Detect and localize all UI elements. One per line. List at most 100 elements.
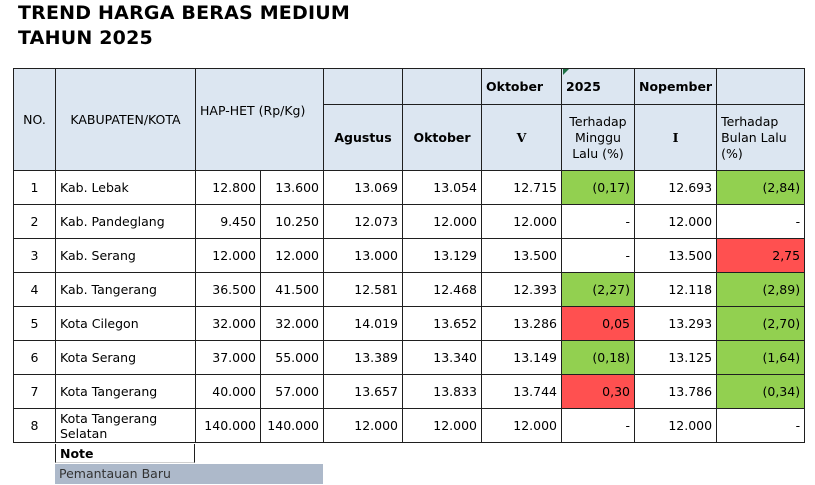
row-name: Kota Cilegon bbox=[55, 306, 196, 341]
row-bulan-change: (0,34) bbox=[716, 374, 806, 409]
row-hap-max: 55.000 bbox=[260, 340, 324, 375]
row-minggu-change: - bbox=[561, 408, 635, 443]
row-no: 5 bbox=[13, 306, 56, 341]
row-hap-max: 10.250 bbox=[260, 204, 324, 239]
header-oktober-week: V bbox=[481, 104, 562, 171]
row-hap-min: 140.000 bbox=[195, 408, 261, 443]
row-hap-min: 36.500 bbox=[195, 272, 261, 307]
row-hap-min: 12.000 bbox=[195, 238, 261, 273]
row-hap-max: 41.500 bbox=[260, 272, 324, 307]
row-nopember-i: 13.125 bbox=[633, 340, 718, 375]
table-row: 4 Kab. Tangerang 36.500 41.500 12.581 12… bbox=[13, 272, 806, 307]
header-no: NO. bbox=[13, 68, 56, 171]
row-hap-min: 12.800 bbox=[195, 170, 261, 205]
row-oktober-v: 13.149 bbox=[481, 340, 562, 375]
row-name: Kab. Lebak bbox=[55, 170, 196, 205]
table-row: 3 Kab. Serang 12.000 12.000 13.000 13.12… bbox=[13, 238, 806, 273]
header-kabupaten: KABUPATEN/KOTA bbox=[55, 68, 196, 171]
row-hap-min: 9.450 bbox=[195, 204, 261, 239]
row-oktober-v: 13.286 bbox=[481, 306, 562, 341]
row-no: 6 bbox=[13, 340, 56, 375]
row-hap-min: 32.000 bbox=[195, 306, 261, 341]
row-name: Kab. Pandeglang bbox=[55, 204, 196, 239]
row-oktober: 13.833 bbox=[402, 374, 482, 409]
row-agustus: 13.069 bbox=[323, 170, 403, 205]
row-hap-max: 13.600 bbox=[260, 170, 324, 205]
cell-comment-marker bbox=[563, 69, 569, 75]
row-bulan-change: (2,89) bbox=[716, 272, 806, 307]
table-row: 7 Kota Tangerang 40.000 57.000 13.657 13… bbox=[13, 374, 806, 409]
row-name: Kab. Serang bbox=[55, 238, 196, 273]
price-table: NO. KABUPATEN/KOTA HAP-HET (Rp/Kg) Oktob… bbox=[13, 68, 806, 443]
header-blank-b bbox=[402, 68, 482, 105]
row-oktober-v: 12.715 bbox=[481, 170, 562, 205]
row-bulan-change: (2,84) bbox=[716, 170, 806, 205]
row-oktober-v: 12.000 bbox=[481, 204, 562, 239]
row-name: Kab. Tangerang bbox=[55, 272, 196, 307]
row-bulan-change: - bbox=[716, 408, 806, 443]
row-agustus: 13.657 bbox=[323, 374, 403, 409]
header-oktober-month: Oktober bbox=[481, 68, 562, 105]
header-year: 2025 bbox=[561, 68, 635, 105]
note-label: Note bbox=[55, 444, 195, 463]
row-oktober-v: 12.393 bbox=[481, 272, 562, 307]
row-minggu-change: 0,30 bbox=[561, 374, 635, 409]
row-oktober-v: 13.500 bbox=[481, 238, 562, 273]
row-minggu-change: (2,27) bbox=[561, 272, 635, 307]
row-oktober: 12.468 bbox=[402, 272, 482, 307]
row-bulan-change: (2,70) bbox=[716, 306, 806, 341]
row-hap-max: 140.000 bbox=[260, 408, 324, 443]
table-row: 5 Kota Cilegon 32.000 32.000 14.019 13.6… bbox=[13, 306, 806, 341]
row-nopember-i: 12.000 bbox=[633, 204, 718, 239]
legend-pemantauan-baru: Pemantauan Baru bbox=[55, 464, 323, 484]
row-minggu-change: (0,18) bbox=[561, 340, 635, 375]
row-nopember-i: 12.693 bbox=[633, 170, 718, 205]
row-agustus: 13.389 bbox=[323, 340, 403, 375]
row-oktober-v: 12.000 bbox=[481, 408, 562, 443]
row-minggu-change: 0,05 bbox=[561, 306, 635, 341]
row-hap-max: 12.000 bbox=[260, 238, 324, 273]
row-hap-min: 40.000 bbox=[195, 374, 261, 409]
header-terhadap-minggu: Terhadap Minggu Lalu (%) bbox=[561, 104, 635, 171]
row-hap-min: 37.000 bbox=[195, 340, 261, 375]
header-agustus: Agustus bbox=[323, 104, 403, 171]
row-nopember-i: 12.118 bbox=[633, 272, 718, 307]
table-row: 2 Kab. Pandeglang 9.450 10.250 12.073 12… bbox=[13, 204, 806, 239]
row-oktober: 13.054 bbox=[402, 170, 482, 205]
row-hap-max: 57.000 bbox=[260, 374, 324, 409]
row-oktober: 13.652 bbox=[402, 306, 482, 341]
row-no: 8 bbox=[13, 408, 56, 443]
row-oktober: 12.000 bbox=[402, 408, 482, 443]
row-no: 4 bbox=[13, 272, 56, 307]
row-bulan-change: (1,64) bbox=[716, 340, 806, 375]
header-terhadap-bulan: Terhadap Bulan Lalu (%) bbox=[716, 104, 806, 171]
header-nopember-month: Nopember bbox=[633, 68, 718, 105]
row-name: Kota Tangerang bbox=[55, 374, 196, 409]
row-name: Kota Tangerang Selatan bbox=[55, 408, 196, 443]
table-row: 8 Kota Tangerang Selatan 140.000 140.000… bbox=[13, 408, 806, 443]
header-blank-c bbox=[716, 68, 806, 105]
row-agustus: 12.073 bbox=[323, 204, 403, 239]
row-oktober: 12.000 bbox=[402, 204, 482, 239]
row-oktober: 13.340 bbox=[402, 340, 482, 375]
row-no: 1 bbox=[13, 170, 56, 205]
row-bulan-change: 2,75 bbox=[716, 238, 806, 273]
row-agustus: 13.000 bbox=[323, 238, 403, 273]
row-agustus: 14.019 bbox=[323, 306, 403, 341]
header-hap-het: HAP-HET (Rp/Kg) bbox=[195, 68, 324, 171]
row-nopember-i: 13.293 bbox=[633, 306, 718, 341]
header-blank-a bbox=[323, 68, 403, 105]
header-oktober: Oktober bbox=[402, 104, 482, 171]
row-agustus: 12.581 bbox=[323, 272, 403, 307]
header-nopember-week: I bbox=[633, 104, 718, 171]
page-subtitle: TAHUN 2025 bbox=[18, 27, 153, 49]
row-agustus: 12.000 bbox=[323, 408, 403, 443]
row-minggu-change: - bbox=[561, 204, 635, 239]
row-no: 3 bbox=[13, 238, 56, 273]
row-bulan-change: - bbox=[716, 204, 806, 239]
row-no: 2 bbox=[13, 204, 56, 239]
table-row: 6 Kota Serang 37.000 55.000 13.389 13.34… bbox=[13, 340, 806, 375]
row-no: 7 bbox=[13, 374, 56, 409]
row-hap-max: 32.000 bbox=[260, 306, 324, 341]
page-title: TREND HARGA BERAS MEDIUM bbox=[18, 2, 350, 24]
